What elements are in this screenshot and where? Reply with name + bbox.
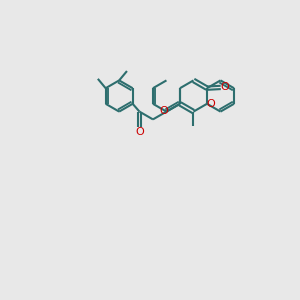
Text: O: O — [160, 106, 168, 116]
Text: O: O — [206, 99, 215, 110]
Text: O: O — [135, 127, 144, 137]
Text: O: O — [220, 82, 229, 92]
